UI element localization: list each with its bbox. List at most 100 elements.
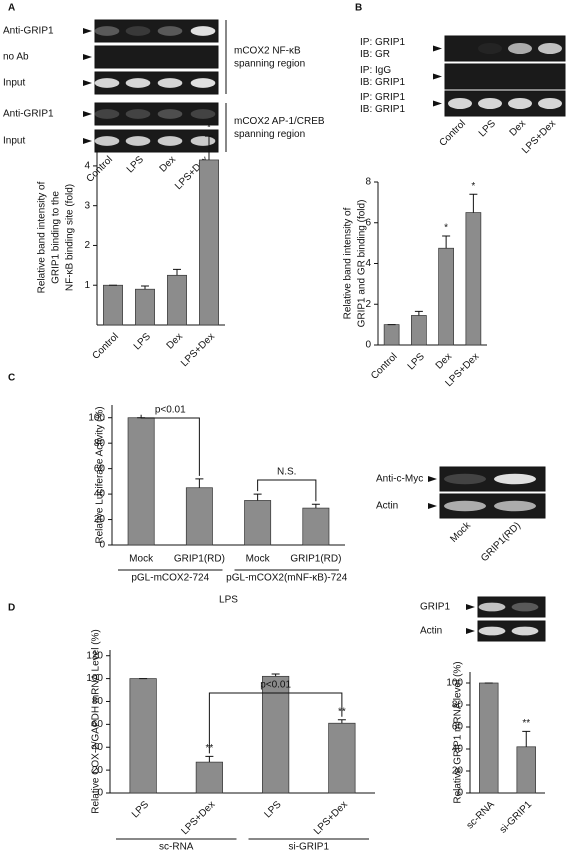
y-tick-label: 40: [452, 744, 464, 755]
band: [125, 109, 151, 119]
y-tick-label: 100: [88, 412, 105, 423]
y-axis-label: Relative COX-2/GAPDH mRNA Level (%): [91, 629, 102, 814]
blot-row-label: Anti-c-Myc: [376, 474, 423, 485]
bracket: [257, 479, 317, 502]
blot-row-label: Anti-GRIP1: [3, 26, 54, 37]
lane-label: LPS: [477, 118, 498, 139]
bar: [328, 722, 356, 794]
x-tick-label: Dex: [434, 351, 454, 371]
arrow: [433, 73, 442, 80]
band: [94, 26, 120, 36]
y-axis-label: NF-κB binding site (fold): [65, 184, 76, 291]
y-tick-label: 120: [86, 650, 103, 661]
x-tick-label: GRIP1(RD): [174, 554, 225, 565]
y-tick-label: 20: [92, 765, 104, 776]
x-tick-label: sc-RNA: [465, 799, 497, 831]
region-label: spanning region: [234, 129, 305, 140]
blot-row-label: IB: GR: [360, 49, 390, 60]
y-tick-label: 40: [92, 742, 104, 753]
y-tick-label: 60: [452, 722, 464, 733]
x-tick-label: LPS: [406, 351, 427, 372]
arrow: [83, 138, 92, 144]
bar: [262, 675, 290, 794]
region-label: mCOX2 NF-κB: [234, 46, 301, 57]
y-axis-label: Relative band intensity of: [37, 181, 48, 293]
blot-row-label: Anti-GRIP1: [3, 109, 54, 120]
y-axis-label: Relative band intensity of: [343, 207, 354, 319]
annotation: p<0.01: [260, 680, 291, 691]
lane-label: Mock: [448, 520, 473, 545]
bar: [103, 284, 123, 326]
bar: [438, 247, 454, 346]
group-label: pGL-mCOX2-724: [131, 573, 209, 584]
y-tick-label: 40: [94, 489, 106, 500]
blot-row: [439, 466, 546, 492]
blot-row-label: IB: GRIP1: [360, 77, 405, 88]
blot-row-label: IP: GRIP1: [360, 92, 405, 103]
x-tick-label: Dex: [165, 331, 185, 351]
y-tick-label: 6: [365, 217, 371, 228]
y-tick-label: 80: [92, 696, 104, 707]
blot-row-label: Input: [3, 136, 25, 147]
panel-label: C: [8, 373, 15, 384]
error-bar: [337, 719, 346, 724]
arrow: [83, 54, 92, 60]
y-tick-label: 60: [92, 719, 104, 730]
band: [190, 136, 216, 146]
bar: [479, 682, 499, 794]
region-label: mCOX2 AP-1/CREB: [234, 116, 325, 127]
blot-row-label: Actin: [376, 501, 398, 512]
y-tick-label: 20: [452, 766, 464, 777]
arrow: [433, 100, 442, 107]
band: [448, 98, 472, 109]
bar: [465, 212, 482, 346]
blot-row-label: IP: GRIP1: [360, 37, 405, 48]
y-tick-label: 8: [365, 177, 371, 188]
band: [538, 43, 562, 54]
arrow: [433, 45, 442, 52]
arrow: [466, 604, 475, 610]
error-bar: [522, 730, 531, 747]
band: [511, 626, 539, 636]
y-tick-label: 0: [365, 340, 371, 351]
band: [538, 98, 562, 109]
annotation: p<0.01: [155, 405, 186, 416]
error-bar: [442, 235, 451, 249]
panel-label: B: [355, 3, 362, 14]
y-tick-label: 0: [457, 788, 463, 799]
arrow: [83, 28, 92, 34]
group-label: sc-RNA: [159, 842, 194, 853]
y-tick-label: 0: [97, 788, 103, 799]
error-bar: [205, 135, 213, 160]
blot-row: [444, 63, 566, 90]
y-tick-label: 4: [84, 161, 90, 172]
group-label: pGL-mCOX2(mNF-κB)-724: [226, 573, 348, 584]
error-bar: [253, 493, 262, 501]
panel-label: A: [8, 3, 15, 14]
bar: [185, 487, 213, 546]
bar: [383, 324, 400, 346]
lane-label: LPS: [125, 154, 146, 175]
x-tick-label: LPS: [132, 331, 153, 352]
bar: [199, 159, 219, 326]
group-label: si-GRIP1: [288, 842, 329, 853]
x-tick-label: Mock: [246, 554, 271, 565]
x-tick-label: LPS: [262, 799, 283, 820]
y-tick-label: 2: [84, 240, 90, 251]
arrow: [428, 476, 437, 482]
bar: [135, 288, 155, 326]
band: [508, 43, 532, 54]
significance-mark: **: [522, 718, 530, 729]
x-tick-label: si-GRIP1: [498, 799, 535, 836]
bar: [127, 417, 155, 546]
annotation: N.S.: [277, 467, 296, 478]
error-bar: [173, 268, 181, 276]
band: [478, 98, 502, 109]
y-tick-label: 1: [84, 280, 90, 291]
band: [494, 473, 536, 485]
band: [94, 78, 120, 88]
band: [444, 473, 486, 485]
significance-mark: *: [207, 123, 211, 134]
band: [157, 136, 183, 146]
band: [478, 602, 506, 612]
